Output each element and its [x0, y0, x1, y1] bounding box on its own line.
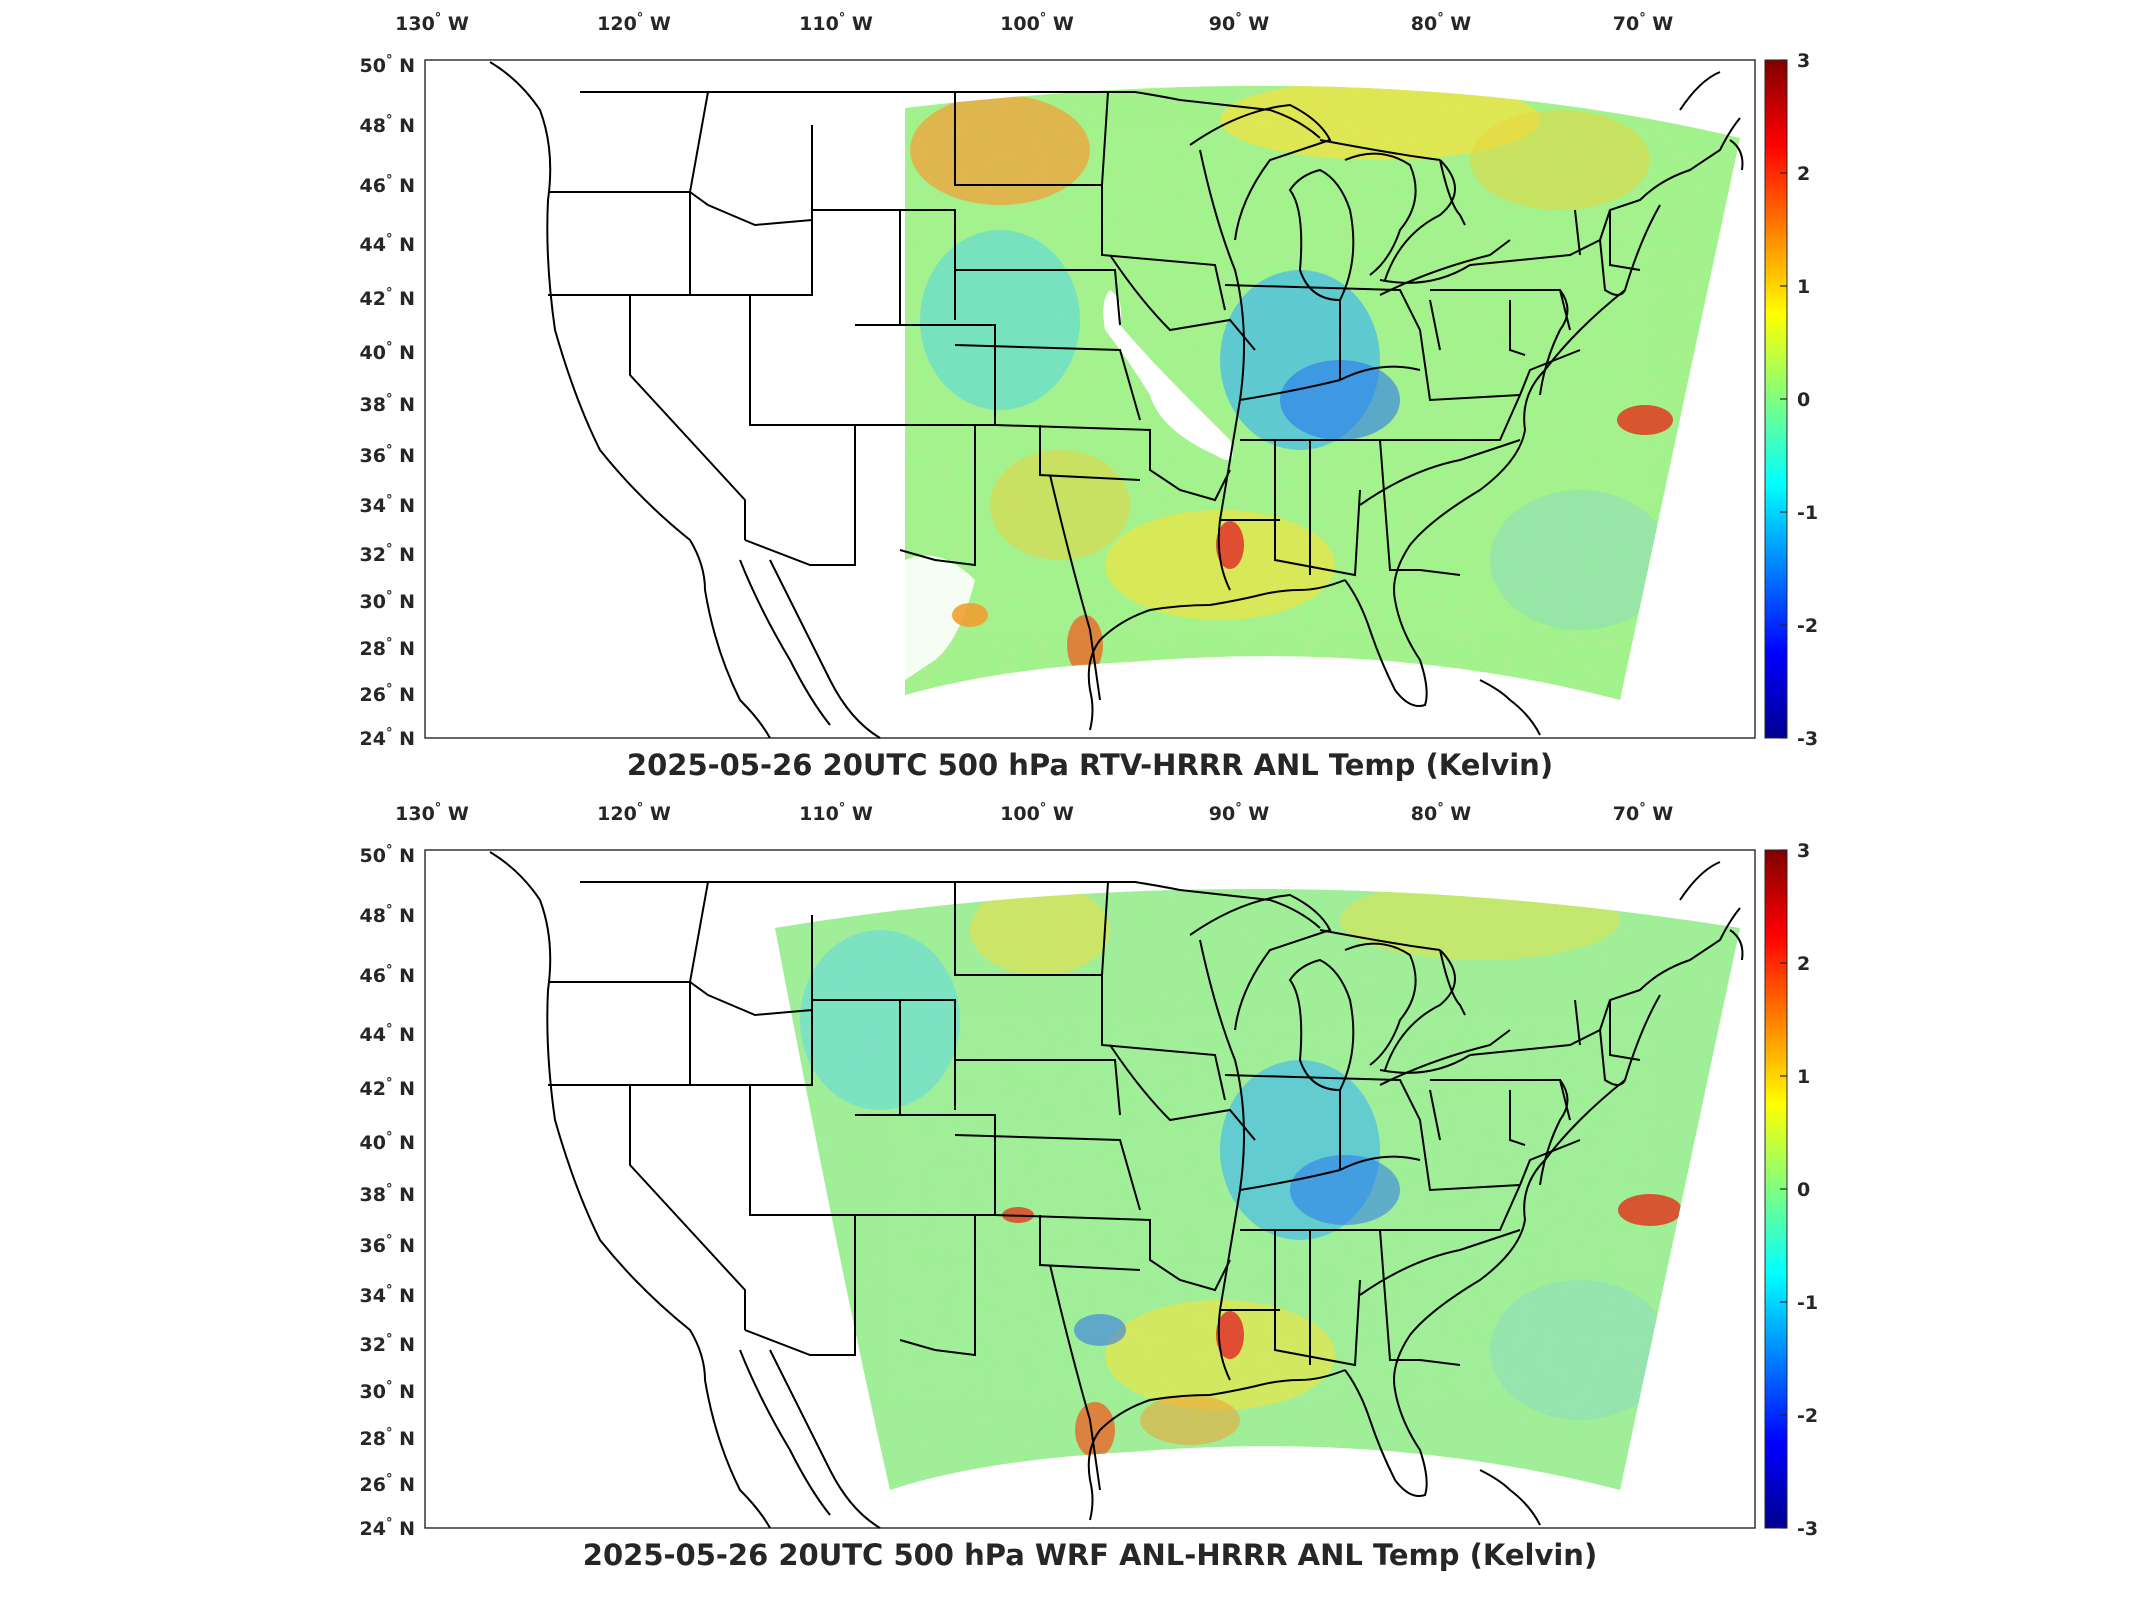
colorbar-tick-label: 3 [1797, 50, 1810, 72]
colorbar-tick-label: -2 [1797, 615, 1818, 637]
colorbar-tick-label: 1 [1797, 276, 1810, 298]
colorbar-tick-label: -3 [1797, 1518, 1818, 1540]
panel-title: 2025-05-26 20UTC 500 hPa RTV-HRRR ANL Te… [626, 748, 1554, 782]
state-boundaries [489, 851, 1744, 1529]
axis-tick-label: 70° W [1613, 801, 1674, 825]
axis-tick-label: 28° N [360, 1426, 415, 1450]
colorbar-ticks: 3 2 1 0 -1 -2 -3 [1780, 50, 1818, 750]
axis-tick-label: 26° N [360, 682, 415, 706]
colorbar-tick-label: -3 [1797, 728, 1818, 750]
axis-tick-label: 44° N [360, 232, 415, 256]
axis-tick-label: 32° N [360, 1332, 415, 1356]
colorbar-tick-label: 2 [1797, 163, 1810, 185]
axis-tick-label: 42° N [360, 1076, 415, 1100]
axis-tick-label: 38° N [360, 1182, 415, 1206]
axis-tick-label: 80° W [1411, 801, 1472, 825]
axis-tick-label: 32° N [360, 542, 415, 566]
axis-tick-label: 44° N [360, 1022, 415, 1046]
axis-tick-label: 40° N [360, 1130, 415, 1154]
colorbar-tick-label: -1 [1797, 502, 1818, 524]
axis-tick-label: 110° W [799, 11, 873, 35]
axis-tick-label: 48° N [360, 903, 415, 927]
map-panel-top: 130° W 120° W 110° W 100° W 90° W 80° W 70° W … [360, 11, 1819, 782]
axis-tick-label: 30° N [360, 1379, 415, 1403]
colorbar-tick-label: 2 [1797, 953, 1810, 975]
latitude-axis: 50° N 48° N 46° N 44° N 42° N 40° N 38° N 36° N… [360, 53, 415, 750]
temp-difference-field [905, 85, 1740, 700]
map-panel-bottom: 130° W 120° W 110° W 100° W 90° W 80° W 70° W … [0, 790, 2133, 1590]
axis-tick-label: 42° N [360, 286, 415, 310]
colorbar-tick-label: 1 [1797, 1066, 1810, 1088]
missing-data-region [905, 555, 975, 680]
axis-tick-label: 36° N [360, 1233, 415, 1257]
axis-tick-label: 34° N [360, 1283, 415, 1307]
axis-tick-label: 46° N [360, 963, 415, 987]
axis-tick-label: 50° N [360, 843, 415, 867]
colorbar-ticks: 3 2 1 0 -1 -2 -3 [1780, 840, 1818, 1540]
axis-tick-label: 100° W [1000, 11, 1074, 35]
state-boundaries [489, 61, 1744, 739]
axis-tick-label: 40° N [360, 340, 415, 364]
axis-tick-label: 120° W [597, 801, 671, 825]
axis-tick-label: 30° N [360, 589, 415, 613]
latitude-axis: 50° N 48° N 46° N 44° N 42° N 40° N 38° N 36° N… [360, 843, 415, 1540]
colorbar-tick-label: -1 [1797, 1292, 1818, 1314]
axis-tick-label: 34° N [360, 493, 415, 517]
panel-title: 2025-05-26 20UTC 500 hPa WRF ANL-HRRR AN… [582, 1538, 1598, 1572]
axis-tick-label: 120° W [597, 11, 671, 35]
temp-difference-field [775, 889, 1740, 1490]
axis-tick-label: 46° N [360, 173, 415, 197]
axis-tick-label: 90° W [1209, 801, 1270, 825]
axis-tick-label: 100° W [1000, 801, 1074, 825]
colorbar-tick-label: 3 [1797, 840, 1810, 862]
axis-tick-label: 50° N [360, 53, 415, 77]
colorbar-tick-label: -2 [1797, 1405, 1818, 1427]
missing-data-region [1103, 290, 1233, 460]
axis-tick-label: 130° W [395, 11, 469, 35]
colorbar-tick-label: 0 [1797, 1179, 1810, 1201]
axis-tick-label: 36° N [360, 443, 415, 467]
axis-tick-label: 38° N [360, 392, 415, 416]
axis-tick-label: 90° W [1209, 11, 1270, 35]
axis-tick-label: 110° W [799, 801, 873, 825]
axis-tick-label: 24° N [360, 1516, 415, 1540]
axis-tick-label: 48° N [360, 113, 415, 137]
axis-tick-label: 28° N [360, 636, 415, 660]
axis-tick-label: 24° N [360, 726, 415, 750]
axis-tick-label: 80° W [1411, 11, 1472, 35]
axis-tick-label: 70° W [1613, 11, 1674, 35]
colorbar-tick-label: 0 [1797, 389, 1810, 411]
longitude-axis: 130° W 120° W 110° W 100° W 90° W 80° W 70° W [395, 801, 1673, 825]
longitude-axis: 130° W 120° W 110° W 100° W 90° W 80° W 70° W [395, 11, 1673, 35]
axis-tick-label: 26° N [360, 1472, 415, 1496]
axis-tick-label: 130° W [395, 801, 469, 825]
